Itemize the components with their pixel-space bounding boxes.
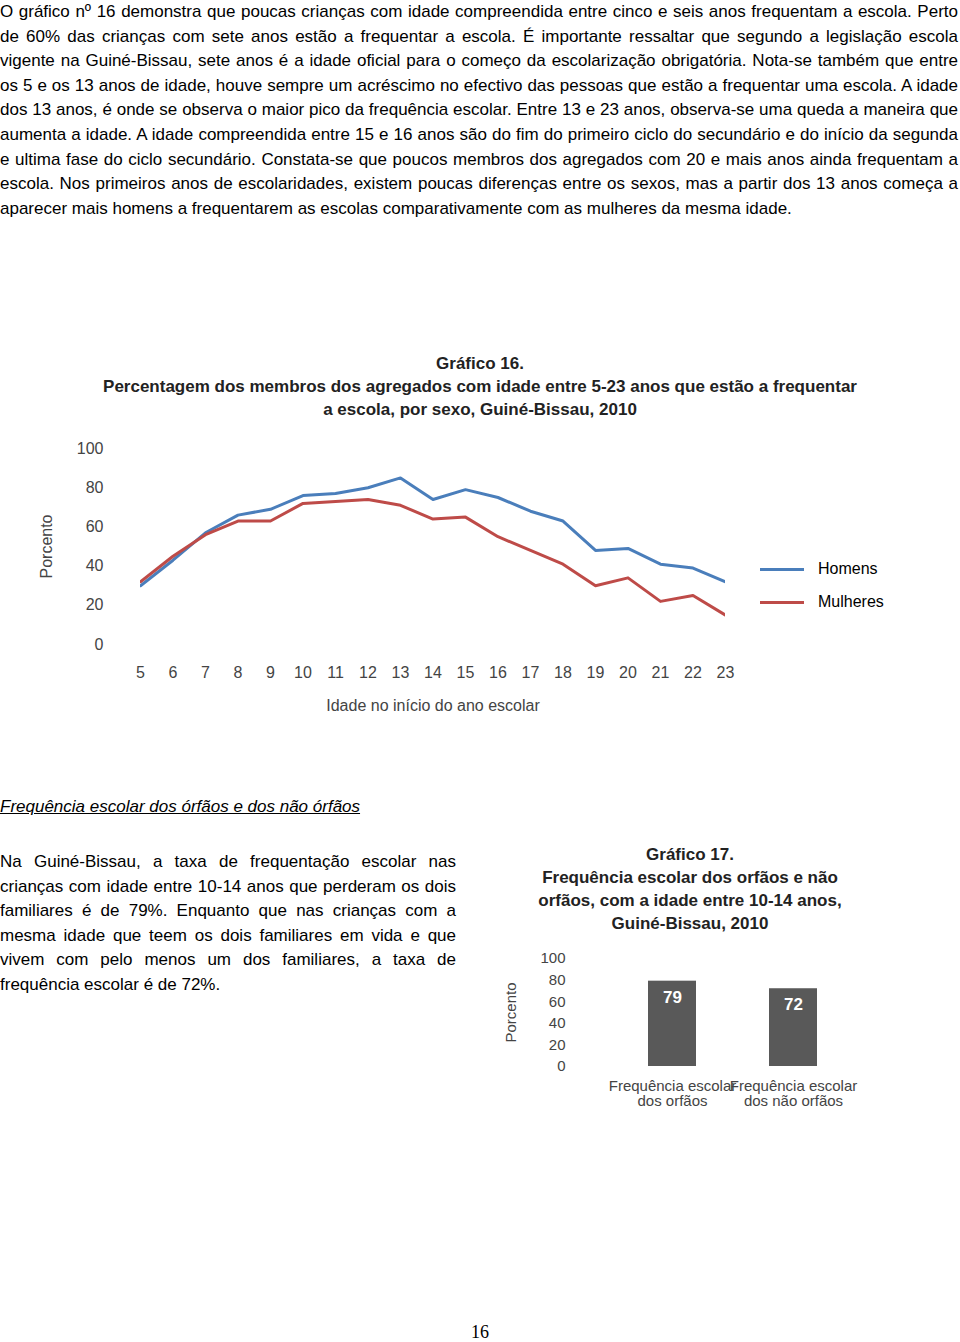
svg-text:100: 100: [77, 440, 104, 457]
html-text:Na Guiné-Bissau, a taxa de fre: Na Guiné-Bissau, a taxa de frequentação …: [0, 852, 456, 994]
svg-text:23: 23: [717, 664, 735, 681]
html-text:Gráfico 17.: Gráfico 17.: [646, 845, 734, 864]
svg-text:80: 80: [549, 971, 566, 988]
svg-text:60: 60: [86, 518, 104, 535]
svg-text:0: 0: [557, 1057, 565, 1074]
html-text:O gráfico nº 16 demonstra que: O gráfico nº 16 demonstra que poucas cri…: [0, 2, 958, 218]
svg-text:79: 79: [663, 988, 682, 1007]
svg-text:9: 9: [266, 664, 275, 681]
svg-text:11: 11: [327, 664, 344, 681]
svg-text:22: 22: [684, 664, 702, 681]
svg-text:17: 17: [522, 664, 540, 681]
svg-text:6: 6: [169, 664, 178, 681]
svg-text:19: 19: [587, 664, 605, 681]
svg-text:0: 0: [95, 636, 104, 653]
svg-text:10: 10: [294, 664, 312, 681]
svg-text:18: 18: [554, 664, 572, 681]
svg-text:7: 7: [201, 664, 210, 681]
html-text:Gráfico 16.: Gráfico 16.: [436, 354, 524, 373]
svg-text:21: 21: [652, 664, 670, 681]
svg-text:40: 40: [86, 557, 104, 574]
svg-text:15: 15: [457, 664, 475, 681]
svg-text:20: 20: [549, 1036, 566, 1053]
svg-text:12: 12: [359, 664, 377, 681]
svg-text:20: 20: [86, 596, 104, 613]
svg-text:100: 100: [540, 949, 565, 966]
svg-text:14: 14: [424, 664, 442, 681]
html-text:Frequência escolar dos órfãos: Frequência escolar dos órfãos e dos não …: [0, 797, 360, 816]
html-text:Homens: Homens: [818, 560, 878, 577]
html-text:Frequência escolar dos orfãos: Frequência escolar dos orfãos e não orfã…: [538, 868, 842, 933]
svg-text:60: 60: [549, 993, 566, 1010]
svg-text:Porcento: Porcento: [38, 514, 55, 578]
svg-text:16: 16: [489, 664, 507, 681]
html-text:Percentagem dos membros dos ag: Percentagem dos membros dos agregados co…: [103, 377, 857, 419]
html-text:Mulheres: Mulheres: [818, 593, 884, 610]
svg-text:5: 5: [136, 664, 145, 681]
svg-text:72: 72: [784, 995, 803, 1014]
svg-text:8: 8: [234, 664, 243, 681]
svg-text:Idade no início do ano escolar: Idade no início do ano escolar: [326, 697, 540, 714]
svg-text:Porcento: Porcento: [502, 982, 519, 1042]
svg-text:13: 13: [392, 664, 410, 681]
svg-text:80: 80: [86, 479, 104, 496]
svg-text:Frequência escolardos não orfã: Frequência escolardos não orfãos: [730, 1077, 858, 1109]
svg-text:40: 40: [549, 1014, 566, 1031]
svg-text:20: 20: [619, 664, 637, 681]
svg-text:Frequência escolardos orfãos: Frequência escolardos orfãos: [609, 1077, 737, 1109]
html-text:16: 16: [471, 1322, 489, 1342]
